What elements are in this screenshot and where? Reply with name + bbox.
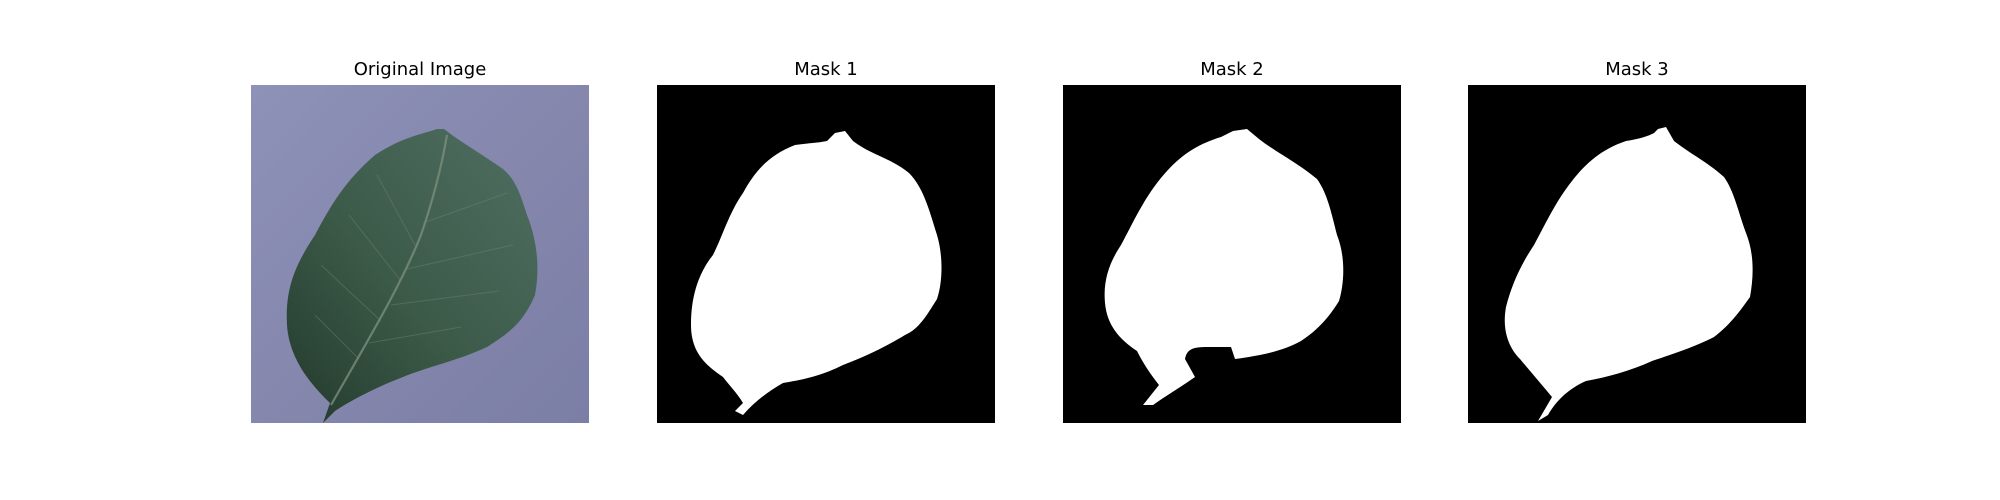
- original-image-title: Original Image: [353, 59, 487, 80]
- mask-3-title: Mask 3: [1605, 59, 1669, 80]
- mask-1-leaf-region: [691, 131, 942, 415]
- original-image-panel: Original Image: [251, 56, 589, 424]
- mask-3-panel: Mask 3: [1468, 56, 1806, 424]
- leaf-shape: [286, 129, 538, 423]
- mask-1-image: [657, 85, 995, 423]
- mask-2-image: [1063, 85, 1401, 423]
- mask-3-leaf-region: [1504, 127, 1753, 421]
- mask-1-title: Mask 1: [794, 59, 858, 80]
- leaf-vein: [314, 174, 514, 360]
- mask-3-image: [1468, 85, 1806, 423]
- mask-1-panel: Mask 1: [657, 56, 995, 424]
- mask-2-leaf-region: [1104, 129, 1344, 405]
- original-leaf-photo: [251, 85, 589, 423]
- mask-2-title: Mask 2: [1200, 59, 1264, 80]
- leaf-midrib: [330, 134, 449, 406]
- mask-2-panel: Mask 2: [1063, 56, 1401, 424]
